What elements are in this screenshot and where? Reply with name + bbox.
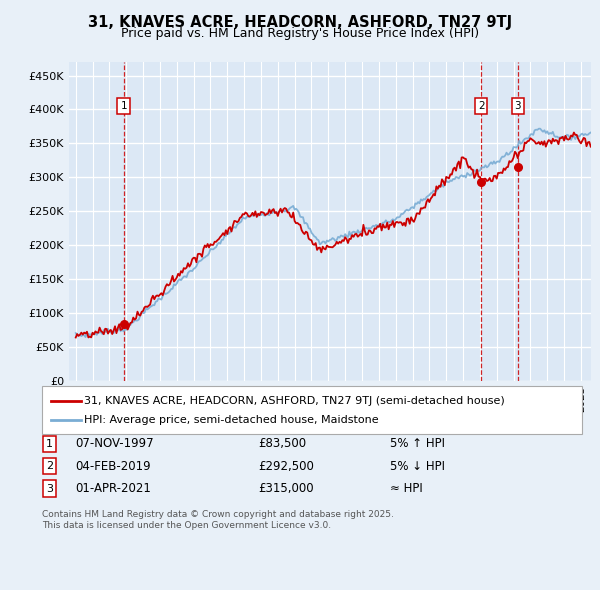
Text: 2: 2 xyxy=(46,461,53,471)
Text: £292,500: £292,500 xyxy=(258,460,314,473)
Text: 31, KNAVES ACRE, HEADCORN, ASHFORD, TN27 9TJ (semi-detached house): 31, KNAVES ACRE, HEADCORN, ASHFORD, TN27… xyxy=(84,396,505,406)
Text: Contains HM Land Registry data © Crown copyright and database right 2025.
This d: Contains HM Land Registry data © Crown c… xyxy=(42,510,394,530)
Text: 2: 2 xyxy=(478,101,485,111)
Text: £83,500: £83,500 xyxy=(258,437,306,450)
Text: HPI: Average price, semi-detached house, Maidstone: HPI: Average price, semi-detached house,… xyxy=(84,415,379,425)
Text: ≈ HPI: ≈ HPI xyxy=(390,482,423,495)
Text: 07-NOV-1997: 07-NOV-1997 xyxy=(75,437,154,450)
Text: Price paid vs. HM Land Registry's House Price Index (HPI): Price paid vs. HM Land Registry's House … xyxy=(121,27,479,40)
Text: 1: 1 xyxy=(46,439,53,448)
Text: 1: 1 xyxy=(121,101,127,111)
Text: 01-APR-2021: 01-APR-2021 xyxy=(75,482,151,495)
Text: 04-FEB-2019: 04-FEB-2019 xyxy=(75,460,151,473)
Text: £315,000: £315,000 xyxy=(258,482,314,495)
Text: 5% ↓ HPI: 5% ↓ HPI xyxy=(390,460,445,473)
Text: 5% ↑ HPI: 5% ↑ HPI xyxy=(390,437,445,450)
Text: 3: 3 xyxy=(46,484,53,493)
Text: 31, KNAVES ACRE, HEADCORN, ASHFORD, TN27 9TJ: 31, KNAVES ACRE, HEADCORN, ASHFORD, TN27… xyxy=(88,15,512,30)
Text: 3: 3 xyxy=(514,101,521,111)
